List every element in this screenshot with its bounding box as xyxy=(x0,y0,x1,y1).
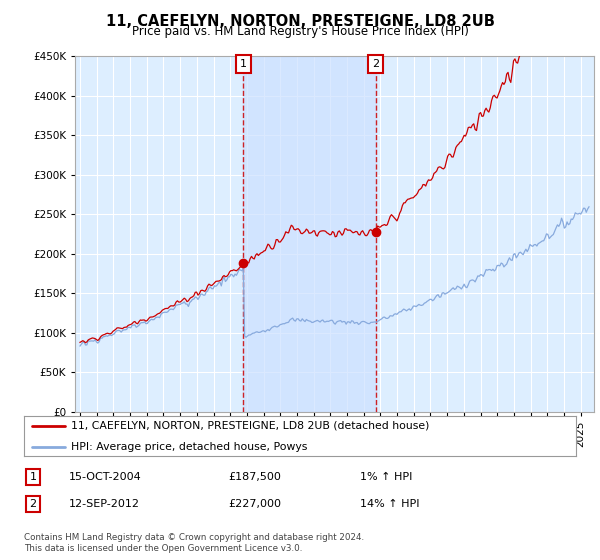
Text: 15-OCT-2004: 15-OCT-2004 xyxy=(69,472,142,482)
Text: 14% ↑ HPI: 14% ↑ HPI xyxy=(360,499,419,509)
Text: 1: 1 xyxy=(29,472,37,482)
Text: Price paid vs. HM Land Registry's House Price Index (HPI): Price paid vs. HM Land Registry's House … xyxy=(131,25,469,38)
Text: 2: 2 xyxy=(29,499,37,509)
Text: 1% ↑ HPI: 1% ↑ HPI xyxy=(360,472,412,482)
Text: HPI: Average price, detached house, Powys: HPI: Average price, detached house, Powy… xyxy=(71,442,307,452)
Text: 12-SEP-2012: 12-SEP-2012 xyxy=(69,499,140,509)
Text: £227,000: £227,000 xyxy=(228,499,281,509)
Text: 11, CAEFELYN, NORTON, PRESTEIGNE, LD8 2UB: 11, CAEFELYN, NORTON, PRESTEIGNE, LD8 2U… xyxy=(106,14,494,29)
Text: 1: 1 xyxy=(240,59,247,69)
Text: Contains HM Land Registry data © Crown copyright and database right 2024.
This d: Contains HM Land Registry data © Crown c… xyxy=(24,533,364,553)
Text: 2: 2 xyxy=(372,59,379,69)
Bar xyxy=(244,56,376,412)
Text: 11, CAEFELYN, NORTON, PRESTEIGNE, LD8 2UB (detached house): 11, CAEFELYN, NORTON, PRESTEIGNE, LD8 2U… xyxy=(71,421,429,431)
Text: £187,500: £187,500 xyxy=(228,472,281,482)
